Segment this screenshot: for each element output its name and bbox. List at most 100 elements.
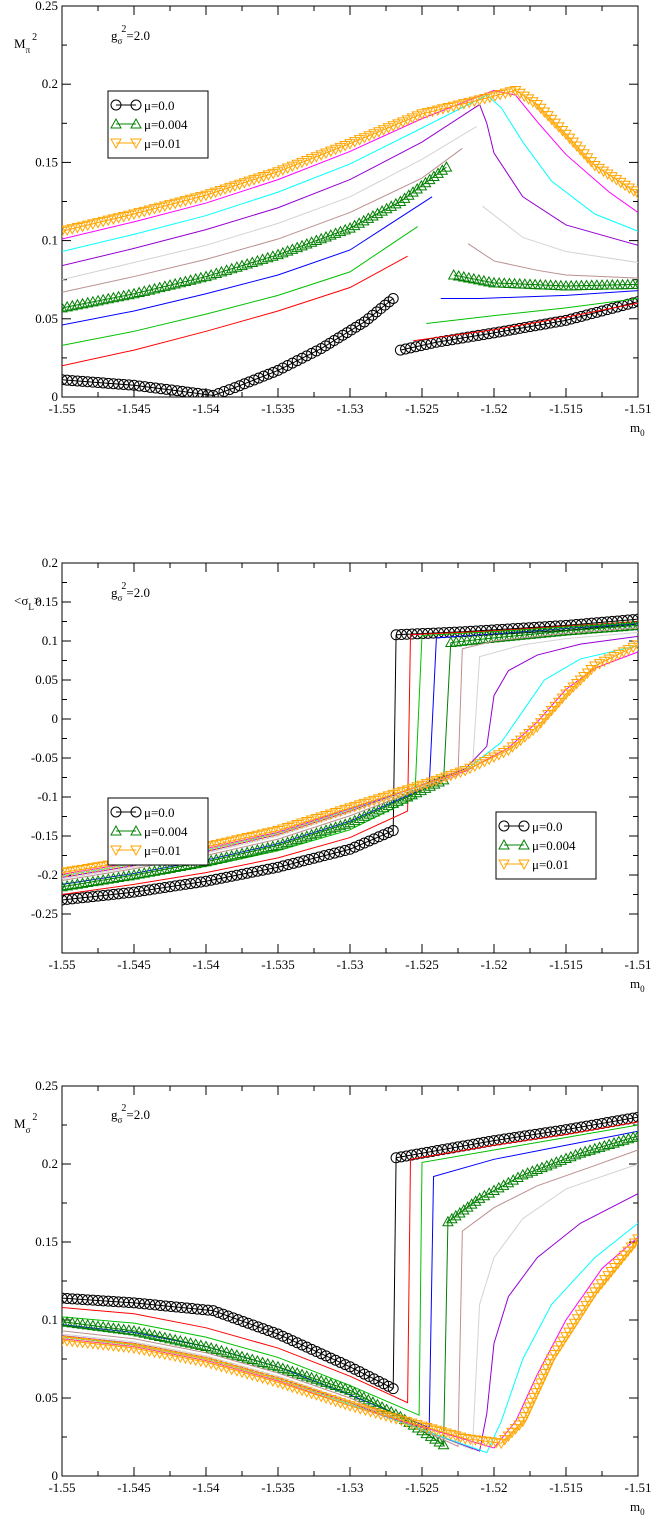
legend-label: μ=0.0 — [144, 98, 175, 113]
y-tick-label: 0 — [52, 711, 59, 726]
series-marker-14 — [241, 1369, 253, 1380]
series-marker-8 — [632, 1129, 638, 1141]
series-marker-8 — [334, 225, 347, 237]
series-marker-6 — [276, 837, 289, 849]
series-marker-17 — [348, 137, 361, 148]
series-marker-0 — [248, 374, 260, 386]
series-marker-14 — [281, 1381, 294, 1392]
series-marker-0 — [139, 1298, 151, 1310]
series-marker-17 — [538, 107, 551, 118]
series-marker-14 — [231, 1366, 243, 1377]
series-marker-14 — [416, 780, 428, 792]
y-tick-label: -0.05 — [31, 750, 58, 765]
series-marker-14 — [334, 1398, 347, 1409]
series-marker-0 — [179, 878, 191, 890]
series-marker-17 — [531, 100, 544, 111]
series-marker-8 — [389, 197, 402, 209]
x-tick-label: -1.54 — [192, 957, 220, 972]
series-line-16 — [62, 89, 638, 240]
x-tick-label: -1.545 — [117, 1480, 151, 1495]
x-tick-label: -1.515 — [549, 401, 583, 416]
series-marker-17 — [66, 224, 79, 235]
series-marker-8 — [286, 243, 299, 254]
series-marker-17 — [329, 144, 342, 156]
x-tick-label: -1.525 — [405, 957, 439, 972]
series-marker-17 — [334, 142, 347, 154]
series-marker-8 — [394, 195, 407, 206]
series-marker-6 — [392, 795, 404, 806]
series-marker-17 — [452, 100, 465, 111]
series-marker-14 — [519, 732, 531, 743]
series-marker-6 — [272, 1360, 284, 1372]
series-marker-17 — [300, 156, 313, 167]
x-axis-label: m0 — [630, 420, 645, 438]
series-marker-17 — [396, 117, 409, 128]
series-marker-6 — [241, 1352, 253, 1363]
series-marker-14 — [81, 863, 94, 875]
series-marker-17 — [468, 96, 481, 108]
series-marker-0 — [379, 299, 391, 311]
series-marker-1 — [519, 322, 531, 334]
series-line-11 — [62, 1193, 638, 1452]
series-marker-8 — [461, 1201, 474, 1212]
x-axis-label: m0 — [630, 976, 645, 994]
series-marker-1 — [529, 320, 541, 332]
series-marker-0 — [315, 1348, 327, 1360]
series-marker-17 — [619, 180, 631, 192]
series-marker-14 — [454, 1432, 467, 1444]
series-marker-1 — [550, 316, 562, 328]
series-marker-2 — [447, 1142, 459, 1154]
series-marker-17 — [76, 221, 89, 233]
legend-marker — [518, 859, 530, 871]
legend-marker — [518, 820, 530, 832]
series-marker-8 — [231, 261, 243, 272]
panel-sigma-condensate: -1.55 -1.545 -1.54 -1.535 -1.53 -1.525 -1.52 -1… — [14, 555, 652, 994]
series-marker-6 — [368, 805, 380, 817]
legend-label: μ=0.01 — [144, 843, 181, 858]
series-marker-0 — [375, 303, 387, 315]
series-marker-14 — [387, 789, 400, 801]
series-marker-0 — [373, 831, 385, 843]
series-marker-8 — [622, 1132, 635, 1144]
series-marker-17 — [281, 163, 294, 175]
series-marker-6 — [210, 1343, 223, 1354]
series-marker-6 — [256, 1356, 269, 1367]
series-marker-14 — [478, 756, 491, 768]
series-marker-14 — [392, 788, 404, 799]
series-marker-2 — [426, 1145, 438, 1157]
series-marker-14 — [396, 786, 409, 798]
series-line-14 — [62, 103, 638, 267]
series-marker-14 — [251, 1372, 264, 1383]
series-marker-14 — [483, 754, 496, 766]
y-tick-label: 0.05 — [35, 311, 58, 326]
series-marker-1 — [606, 302, 618, 314]
series-marker-0 — [272, 1328, 284, 1340]
series-marker-6 — [272, 839, 284, 850]
legend-marker — [498, 838, 510, 850]
series-marker-6 — [128, 1324, 140, 1336]
series-marker-17 — [563, 133, 576, 145]
series-line-5 — [62, 1130, 638, 1429]
series-marker-0 — [155, 383, 167, 395]
series-marker-8 — [492, 1181, 505, 1193]
y-tick-label: 0.2 — [42, 555, 58, 570]
series-marker-1 — [415, 340, 427, 352]
series-marker-17 — [153, 202, 166, 214]
series-marker-17 — [257, 171, 270, 183]
series-marker-0 — [277, 1330, 289, 1342]
series-marker-9 — [447, 268, 460, 280]
series-marker-6 — [437, 1438, 450, 1450]
series-line-10 — [62, 147, 463, 293]
series-marker-17 — [549, 118, 562, 130]
series-marker-14 — [272, 826, 284, 837]
series-line-5 — [426, 297, 638, 324]
series-marker-1 — [405, 342, 417, 354]
series-marker-6 — [424, 1430, 437, 1441]
series-marker-8 — [205, 268, 217, 280]
series-marker-17 — [570, 141, 583, 153]
series-marker-17 — [291, 159, 304, 171]
series-marker-9 — [467, 272, 480, 284]
series-marker-17 — [588, 161, 601, 172]
series-marker-6 — [339, 818, 352, 829]
series-marker-17 — [382, 123, 395, 134]
